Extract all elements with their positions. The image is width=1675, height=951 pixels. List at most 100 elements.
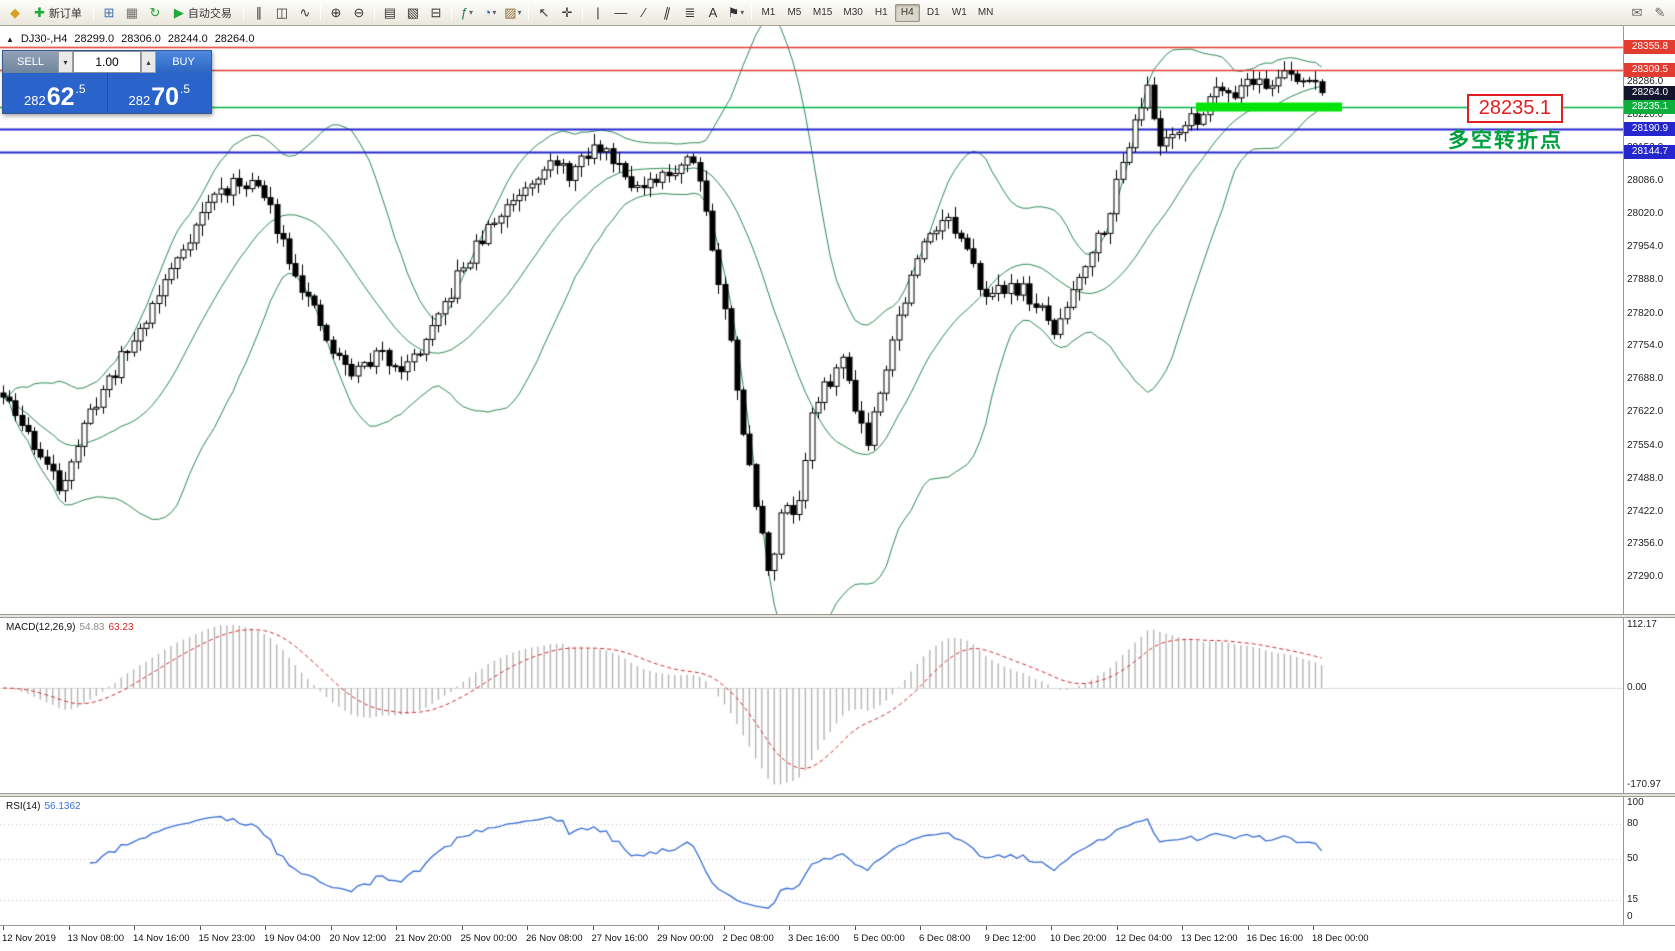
timeframe-mn[interactable]: MN [977,7,994,18]
price-tick: 27622.0 [1627,406,1664,418]
crosshair-icon[interactable]: ✛ [556,3,578,23]
buy-price[interactable]: 282 70.5 [108,73,212,113]
price-chart-canvas[interactable] [0,26,1623,614]
crosshair-icon: ✛ [561,5,573,20]
price-badge: 28264.0 [1624,85,1675,100]
panel-separator[interactable] [0,614,1675,618]
macd-axis-label: 112.17 [1627,618,1657,630]
app-icon[interactable]: ◆ [4,3,26,23]
macd-main-value: 54.83 [79,622,105,633]
timeframe-m30[interactable]: M30 [843,7,863,18]
symbol-timeframe-label: DJ30-,H4 [20,33,68,45]
time-tick [658,926,659,930]
bar-chart-icon: ∥ [255,5,263,20]
bar-chart-icon[interactable]: ∥ [248,3,270,23]
rsi-axis[interactable]: 100 80 50 15 0 [1623,797,1675,925]
time-tick [396,926,397,930]
tile-windows-icon[interactable]: ▤ [379,3,401,23]
sell-price[interactable]: 282 62.5 [3,73,108,113]
rsi-panel-canvas[interactable] [0,797,1623,925]
rsi-axis-label: 50 [1627,853,1639,864]
timeframe-m15[interactable]: M15 [812,7,833,18]
new-order-button-label: 新订单 [48,7,82,20]
sell-button[interactable]: SELL [3,51,58,73]
time-tick [1116,926,1118,930]
play-icon: ▶ [173,5,184,20]
cascade-windows-icon[interactable]: ▧ [402,3,424,23]
time-label: 13 Dec 12:00 [1181,933,1238,944]
price-badge: 28309.5 [1624,63,1675,78]
caret-down-icon: ▾ [517,8,522,17]
line-chart-icon[interactable]: ∿ [294,3,316,23]
profiles-icon[interactable]: ▦ [121,3,143,23]
channel-icon[interactable]: ∥ [656,3,678,23]
time-label: 5 Dec 00:00 [853,933,905,944]
horizontal-line-icon[interactable]: — [610,3,632,23]
cascade-windows-icon: ▧ [406,5,420,20]
toolbar-separator [581,5,583,20]
volume-increase-button[interactable]: ▴ [141,51,156,73]
timeframe-h4[interactable]: H4 [894,3,920,22]
symbol-info-bar: ▲ DJ30-,H4 28299.0 28306.0 28244.0 28264… [6,33,254,45]
macd-signal-value: 63.23 [108,622,134,633]
fibonacci-icon[interactable]: ≣ [679,3,701,23]
edit-icon[interactable]: ✎ [1649,3,1671,23]
toolbar-separator [750,5,752,20]
auto-trading-button[interactable]: ▶ 自动交易 [167,3,239,23]
new-order-button[interactable]: ✚ 新订单 [27,3,89,23]
time-label: 6 Dec 08:00 [919,933,971,944]
indicators-icon[interactable]: ƒ ▾ [456,3,478,23]
rsi-axis-label: 100 [1627,797,1644,808]
refresh-icon[interactable]: ↻ [144,3,166,23]
horizontal-line-icon: — [614,5,628,20]
arrows-tool-icon[interactable]: ⚑ ▾ [725,3,747,23]
timeframe-h1[interactable]: H1 [874,7,888,18]
text-tool-icon: A [708,5,718,20]
timeframe-m1[interactable]: M1 [761,7,776,18]
candlestick-chart-icon[interactable]: ◫ [271,3,293,23]
price-axis[interactable]: 28286.028220.028152.028086.028020.027954… [1623,26,1675,614]
volume-decrease-button[interactable]: ▾ [58,51,73,73]
rsi-axis-label: 0 [1627,911,1633,922]
timeframe-m5[interactable]: M5 [787,7,802,18]
periods-icon[interactable]: ◔ ▾ [479,3,501,23]
ohlc-close-value: 28264.0 [214,33,255,45]
message-icon[interactable]: ✉ [1626,3,1648,23]
toolbar-separator [450,5,452,20]
price-tick: 27290.0 [1627,571,1664,583]
cursor-icon[interactable]: ↖ [533,3,555,23]
templates-icon[interactable]: ▨ ▾ [502,3,524,23]
cursor-icon: ↖ [538,5,550,20]
macd-panel-canvas[interactable] [0,618,1623,793]
tile-windows-icon: ▤ [383,5,397,20]
price-badge: 28144.7 [1624,145,1675,159]
text-tool-icon[interactable]: A [702,3,724,23]
time-tick [592,926,594,930]
vertical-line-icon[interactable]: | [587,3,609,23]
time-tick [789,926,790,930]
new-chart-icon[interactable]: ⊞ [98,3,120,23]
zoom-out-icon[interactable]: ⊖ [348,3,370,23]
panel-separator[interactable] [0,793,1675,797]
zoom-in-icon[interactable]: ⊕ [325,3,347,23]
time-label: 2 Dec 08:00 [722,933,774,944]
one-click-collapse-icon[interactable]: ▲ [6,34,14,44]
arrange-windows-icon[interactable]: ⊟ [425,3,447,23]
time-tick [723,926,725,930]
timeframe-d1[interactable]: D1 [926,7,940,18]
macd-axis[interactable]: 112.17 0.00 -170.97 [1623,618,1675,793]
time-axis[interactable]: 12 Nov 2019 13 Nov 08:00 14 Nov 16:00 15 No… [0,925,1675,951]
price-callout-box[interactable]: 28235.1 [1466,94,1563,123]
time-tick [527,926,528,930]
buy-price-prefix: 282 [128,92,151,108]
rsi-axis-label: 80 [1627,818,1639,830]
trendline-icon[interactable]: ∕ [633,3,655,23]
price-tick: 27356.0 [1627,538,1664,550]
new-chart-icon: ⊞ [103,5,115,20]
volume-input[interactable] [73,51,141,73]
buy-button[interactable]: BUY [156,51,211,73]
turning-point-label[interactable]: 多空转折点 [1448,129,1563,152]
timeframe-w1[interactable]: W1 [951,7,967,18]
